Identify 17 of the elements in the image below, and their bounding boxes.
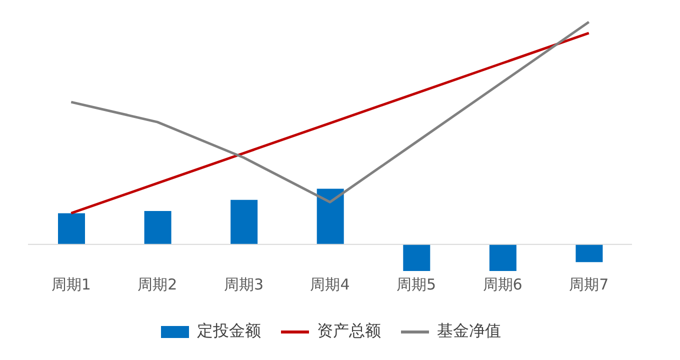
x-tick-label: 周期7	[569, 276, 609, 294]
x-tick-label: 周期4	[310, 276, 350, 294]
bar	[489, 244, 516, 271]
bar	[576, 244, 603, 262]
legend-label: 基金净值	[436, 321, 501, 342]
bar	[403, 244, 430, 271]
bar	[144, 210, 172, 244]
legend-label: 定投金额	[196, 321, 261, 342]
x-tick-label: 周期1	[51, 276, 91, 294]
x-tick-label: 周期6	[482, 276, 522, 294]
x-tick-label: 周期5	[396, 276, 436, 294]
x-tick-label: 周期3	[224, 276, 264, 294]
bar	[316, 188, 344, 244]
bar	[230, 200, 258, 244]
legend-label: 资产总额	[316, 321, 381, 342]
bar	[58, 213, 85, 244]
x-tick-label: 周期2	[138, 276, 178, 294]
